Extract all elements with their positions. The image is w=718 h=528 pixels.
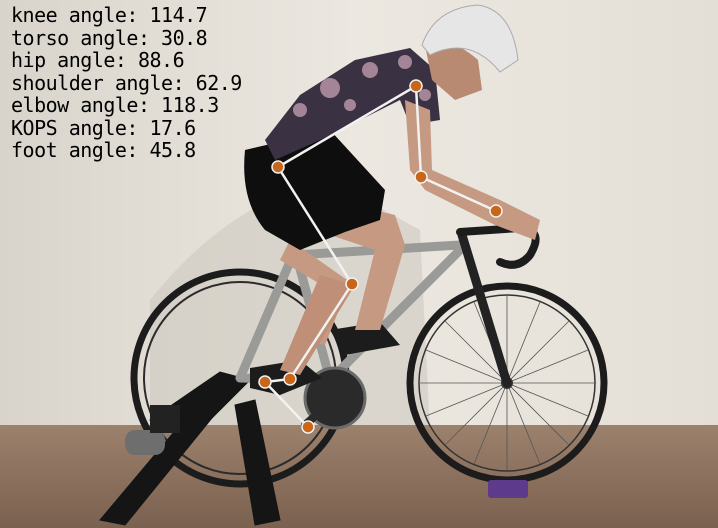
helmet — [421, 4, 519, 73]
front-wheel-riser — [488, 480, 528, 498]
kops-angle-readout: KOPS angle: 17.6 — [11, 115, 196, 140]
torso-angle-readout: torso angle: 30.8 — [11, 25, 208, 50]
leg-front — [330, 200, 405, 330]
shorts — [244, 130, 385, 250]
elbow-keypoint — [414, 170, 428, 184]
ankle-keypoint — [283, 372, 297, 386]
wrist-keypoint — [489, 204, 503, 218]
jersey-pattern — [293, 55, 431, 117]
head — [425, 42, 482, 100]
rider — [244, 4, 540, 395]
elbow-angle-readout: elbow angle: 118.3 — [11, 93, 219, 117]
arm — [405, 100, 540, 240]
fork — [457, 230, 512, 388]
leg-lower — [280, 275, 355, 375]
shoulder-keypoint — [409, 79, 423, 93]
heel-keypoint — [258, 375, 272, 389]
toe-keypoint — [301, 420, 315, 434]
foot-angle-readout: foot angle: 45.8 — [11, 138, 196, 162]
skeleton-ankle-line — [263, 380, 310, 429]
angle-readouts: knee angle: 114.7 torso angle: 30.8 hip … — [11, 4, 242, 162]
crank-arm — [301, 394, 339, 429]
hip-keypoint — [271, 160, 285, 174]
skeleton-torso-line — [276, 84, 418, 169]
knee-angle-readout: knee angle: 114.7 — [11, 3, 208, 27]
shoulder-angle-readout: shoulder angle: 62.9 — [11, 70, 242, 95]
knee-keypoint — [345, 277, 359, 291]
hip-angle-readout: hip angle: 88.6 — [11, 48, 185, 72]
shoe-right — [330, 322, 400, 355]
bike-trainer — [99, 371, 281, 526]
pose-keypoints — [258, 79, 503, 434]
